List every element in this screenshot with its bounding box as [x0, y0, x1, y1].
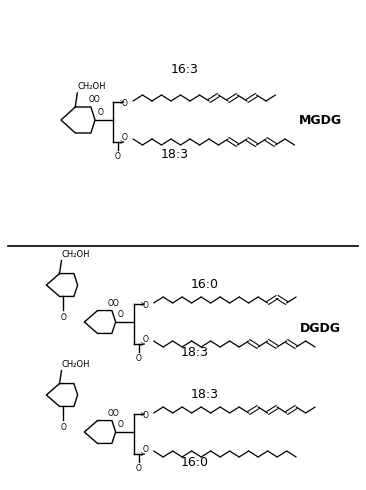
Text: MGDG: MGDG — [298, 114, 341, 126]
Text: OO: OO — [108, 298, 120, 308]
Text: O: O — [143, 412, 149, 420]
Text: O: O — [122, 133, 128, 143]
Text: CH₂OH: CH₂OH — [61, 249, 90, 259]
Text: O: O — [143, 445, 149, 455]
Text: O: O — [143, 301, 149, 311]
Text: O: O — [117, 420, 123, 429]
Text: 16:0: 16:0 — [191, 278, 219, 292]
Text: O: O — [98, 108, 104, 117]
Text: O: O — [60, 314, 67, 322]
Text: DGDG: DGDG — [299, 321, 340, 335]
Text: 16:3: 16:3 — [171, 64, 199, 76]
Text: O: O — [143, 336, 149, 344]
Text: O: O — [115, 152, 121, 161]
Text: 18:3: 18:3 — [161, 148, 189, 162]
Text: OO: OO — [89, 95, 101, 104]
Text: O: O — [136, 464, 142, 473]
Text: OO: OO — [108, 409, 120, 417]
Text: 18:3: 18:3 — [191, 389, 219, 401]
Text: 16:0: 16:0 — [181, 456, 209, 468]
Text: CH₂OH: CH₂OH — [61, 360, 90, 368]
Text: O: O — [117, 310, 123, 319]
Text: O: O — [136, 354, 142, 363]
Text: O: O — [60, 423, 67, 433]
Text: CH₂OH: CH₂OH — [77, 82, 106, 91]
Text: 18:3: 18:3 — [181, 345, 209, 359]
Text: O: O — [122, 99, 128, 108]
